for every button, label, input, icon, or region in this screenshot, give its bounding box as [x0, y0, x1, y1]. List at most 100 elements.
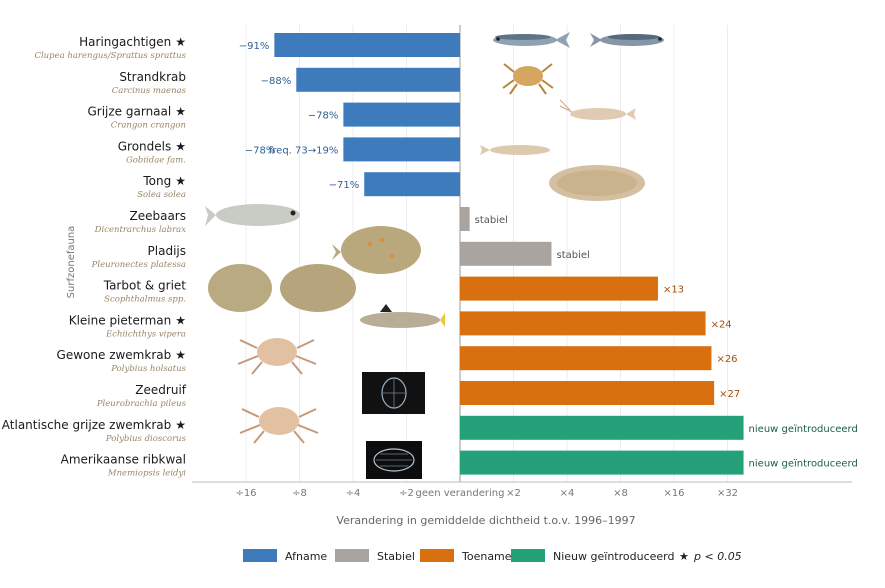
- sprat-icon: [590, 33, 664, 47]
- x-tick-label: ÷8: [292, 488, 307, 499]
- species-name: Tong ★: [142, 174, 186, 188]
- significance-star: ★: [175, 174, 186, 188]
- x-tick-label: ÷4: [346, 488, 361, 499]
- bar: [460, 450, 744, 475]
- frequency-note: freq. 73→19%: [269, 145, 339, 156]
- species-name: Tarbot & griet: [103, 279, 187, 293]
- bar: [460, 311, 706, 336]
- goby-icon: [480, 145, 550, 155]
- x-axis-title: Verandering in gemiddelde dichtheid t.o.…: [336, 514, 635, 527]
- legend-label: Nieuw geïntroduceerd: [553, 550, 674, 563]
- herring-icon: [493, 32, 570, 48]
- scientific-name: Carcinus maenas: [112, 86, 187, 96]
- species-name: Strandkrab: [119, 70, 186, 84]
- bar: [343, 102, 460, 127]
- species-name: Pladijs: [148, 244, 186, 258]
- scientific-name: Clupea harengus/Sprattus sprattus: [34, 51, 186, 61]
- scientific-name: Polybius holsatus: [110, 364, 186, 374]
- legend-label: Stabiel: [377, 550, 415, 563]
- turbot-icon: [208, 264, 356, 312]
- bar: [460, 381, 715, 405]
- legend-note: p < 0.05: [693, 550, 742, 563]
- species-name: Atlantische grijze zwemkrab ★: [2, 418, 186, 432]
- legend-label: Toename: [461, 550, 512, 563]
- species-name: Kleine pieterman ★: [69, 313, 186, 327]
- significance-star: ★: [175, 139, 186, 153]
- bar: [343, 137, 460, 162]
- scientific-name: Mnemiopsis leidyi: [107, 469, 186, 479]
- row-labels: Haringachtigen ★ Clupea harengus/Sprattus …: [2, 35, 187, 479]
- value-label: stabiel: [556, 250, 589, 261]
- value-label: ×24: [711, 319, 732, 330]
- x-tick-label: ×4: [560, 488, 575, 499]
- value-label: nieuw geïntroduceerd: [749, 459, 858, 470]
- value-label: nieuw geïntroduceerd: [749, 424, 858, 435]
- scientific-name: Pleuronectes platessa: [91, 260, 186, 270]
- value-label: −91%: [239, 41, 270, 52]
- significance-star: ★: [175, 418, 186, 432]
- shrimp-icon: [559, 99, 636, 120]
- scientific-name: Dicentrarchus labrax: [94, 225, 187, 235]
- species-name: Zeebaars: [130, 209, 187, 223]
- shore-crab-icon: [502, 63, 554, 95]
- bar: [460, 276, 658, 301]
- significance-star: ★: [175, 313, 186, 327]
- swimming-crab-icon: [237, 338, 317, 375]
- species-name: Amerikaanse ribkwal: [61, 453, 186, 467]
- legend-swatch: [335, 549, 369, 562]
- species-name: Gewone zwemkrab ★: [57, 348, 186, 362]
- value-label: ×26: [716, 354, 737, 365]
- plaice-icon: [332, 226, 421, 274]
- legend-swatch: [511, 549, 545, 562]
- legend-swatch: [420, 549, 454, 562]
- x-tick-label: ÷2: [399, 488, 414, 499]
- value-label: ×13: [663, 285, 684, 296]
- comb-jelly-icon: [366, 441, 422, 479]
- bar: [296, 67, 460, 92]
- scientific-name: Pleurobrachia pileus: [96, 399, 187, 409]
- x-tick-label: geen verandering: [416, 488, 505, 499]
- bars: −91%−88%−78%−78%freq. 73→19%−71%stabiels…: [239, 33, 858, 475]
- species-illustrations: [205, 32, 664, 479]
- legend: Afname Stabiel Toename Nieuw geïntroduceerd…: [243, 549, 742, 563]
- x-tick-label: ×8: [613, 488, 628, 499]
- significance-star: ★: [175, 105, 186, 119]
- value-label: −71%: [329, 180, 360, 191]
- significance-star: ★: [175, 348, 186, 362]
- value-label: −88%: [261, 76, 292, 87]
- legend-swatch: [243, 549, 277, 562]
- value-label: ×27: [719, 389, 740, 400]
- seabass-icon: [205, 204, 300, 226]
- x-tick-labels: ÷16 ÷8 ÷4 ÷2 geen verandering ×2 ×4 ×8 ×16 ×32: [235, 488, 738, 499]
- x-tick-label: ×16: [663, 488, 684, 499]
- legend-star: ★: [679, 550, 689, 563]
- scientific-name: Solea solea: [137, 190, 186, 200]
- value-label: −78%: [245, 145, 276, 156]
- scientific-name: Scophthalmus spp.: [104, 295, 186, 305]
- x-tick-label: ÷16: [235, 488, 256, 499]
- bar: [460, 415, 744, 440]
- sole-icon: [549, 165, 645, 201]
- bar: [364, 172, 460, 197]
- x-tick-label: ×32: [717, 488, 738, 499]
- legend-label: Afname: [285, 550, 327, 563]
- species-name: Haringachtigen ★: [79, 35, 186, 49]
- value-label: −78%: [308, 111, 339, 122]
- species-name: Grijze garnaal ★: [87, 105, 186, 119]
- bar: [274, 33, 460, 57]
- weever-icon: [360, 304, 445, 328]
- bar: [460, 346, 712, 371]
- bar: [460, 241, 552, 266]
- side-group-label: Surfzonefauna: [66, 226, 77, 299]
- scientific-name: Gobiidae fam.: [126, 155, 186, 165]
- species-name: Zeedruif: [135, 383, 186, 397]
- atlantic-crab-icon: [239, 407, 319, 444]
- value-label: stabiel: [475, 215, 508, 226]
- scientific-name: Polybius dioscorus: [105, 434, 187, 444]
- sea-gooseberry-icon: [362, 372, 425, 414]
- scientific-name: Echiichthys vipera: [105, 329, 186, 339]
- x-tick-label: ×2: [506, 488, 521, 499]
- species-name: Grondels ★: [118, 139, 186, 153]
- bar: [460, 207, 470, 231]
